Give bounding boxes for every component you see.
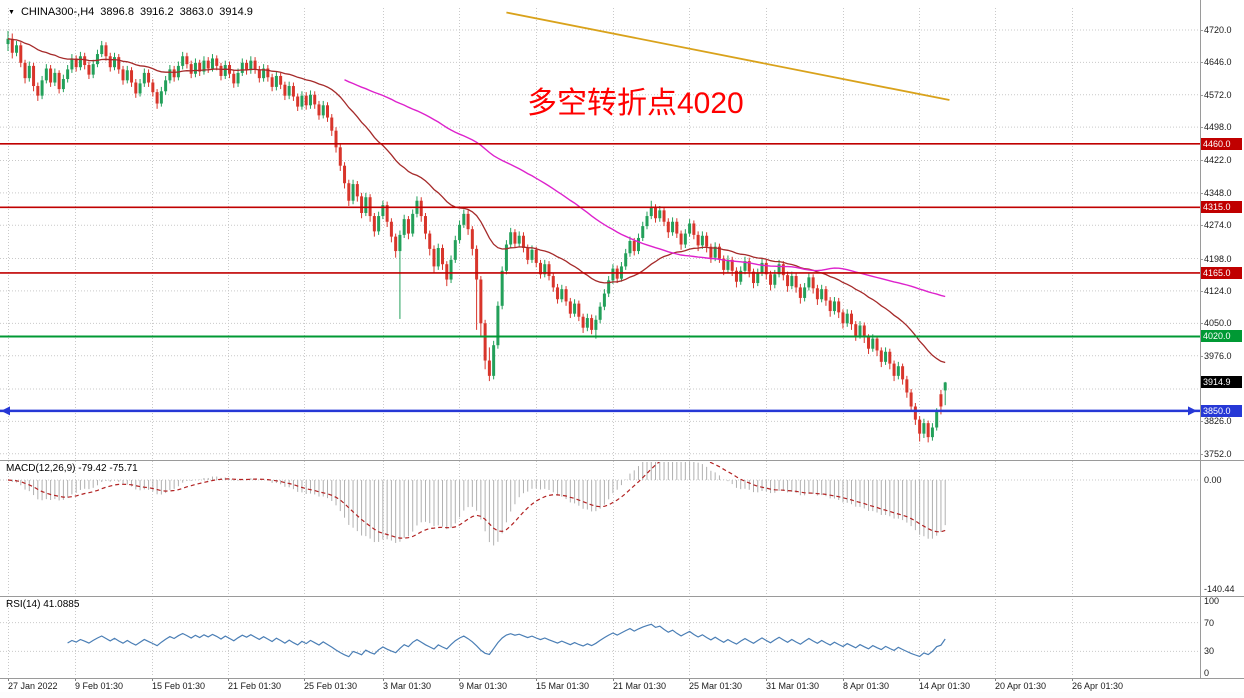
panel-divider-macd-rsi: [0, 596, 1244, 597]
quote-open: 3896.8: [100, 6, 134, 18]
quote-low: 3863.0: [179, 6, 214, 18]
quote-high: 3916.2: [139, 6, 174, 18]
quote-close: 3914.9: [219, 6, 253, 18]
trend-line[interactable]: [506, 11, 950, 101]
symbol-title: CHINA300-,H4: [20, 6, 95, 18]
symbol-info: ▼ CHINA300-,H4 3896.8 3916.2 3863.0 3914…: [8, 6, 253, 18]
macd-histogram: [11, 462, 946, 546]
vertical-gridlines: [8, 8, 1073, 677]
ma-fast-line: [7, 38, 946, 364]
rsi-line: [67, 623, 946, 658]
price-axis-separator: [1200, 0, 1201, 678]
macd-label: MACD(12,26,9) -79.42 -75.71: [6, 463, 138, 474]
level-line-arrow-left: [1, 406, 10, 416]
bottom-strip: [0, 692, 1244, 698]
candlestick-series: [6, 30, 947, 443]
panel-divider-rsi-time: [0, 678, 1244, 679]
chart-annotation-text[interactable]: 多空转折点4020: [527, 87, 744, 120]
macd-signal-line: [7, 462, 946, 539]
rsi-label: RSI(14) 41.0885: [6, 599, 80, 610]
level-line-arrow-right: [1188, 406, 1197, 416]
panel-divider-main-macd: [0, 460, 1244, 461]
ma-slow-line: [344, 79, 946, 298]
collapse-triangle-icon[interactable]: ▼: [8, 8, 15, 16]
